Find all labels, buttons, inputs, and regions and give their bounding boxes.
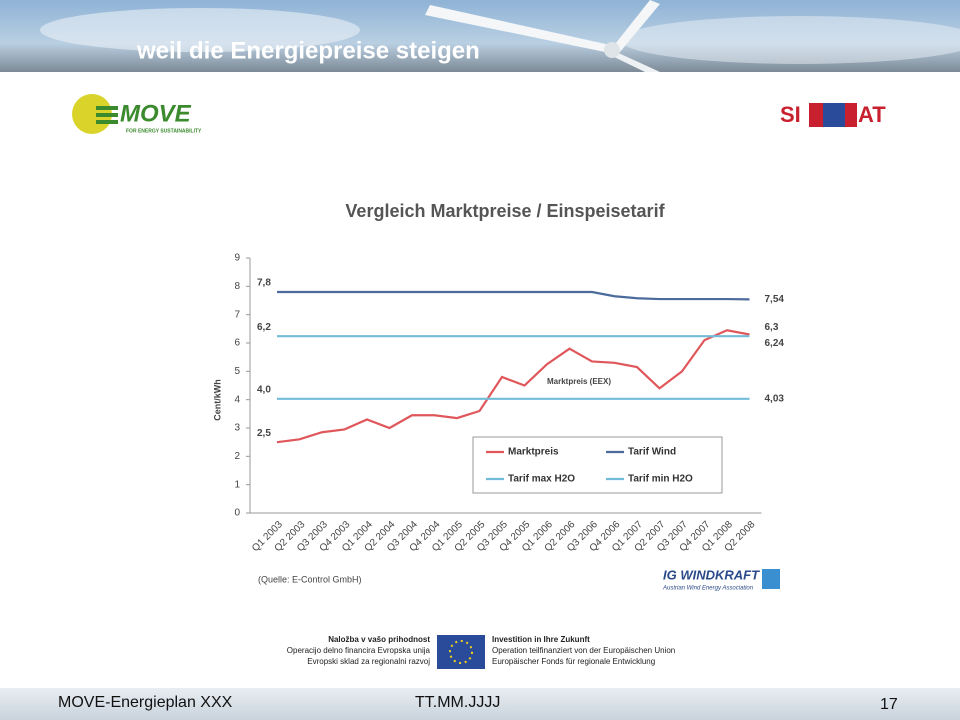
y-axis-label: Cent/kWh — [212, 379, 222, 421]
chart-title: Vergleich Marktpreise / Einspeisetarif — [345, 201, 665, 221]
funding-text: Investition in Ihre Zukunft — [492, 635, 590, 644]
y-tick-label: 1 — [234, 479, 240, 490]
data-label: 2,5 — [257, 428, 271, 439]
series-line — [276, 329, 750, 444]
y-tick-label: 5 — [234, 366, 240, 377]
cloud — [40, 8, 360, 52]
y-tick-label: 8 — [234, 281, 240, 292]
logo-siat-left: SI — [780, 102, 801, 127]
logo-stripe — [96, 106, 118, 110]
logo-siat-bar — [809, 103, 823, 127]
y-tick-label: 0 — [234, 508, 240, 519]
footer-band — [0, 688, 960, 720]
logo-ig-tagline: Austrian Wind Energy Association — [662, 586, 754, 592]
cloud — [620, 16, 960, 64]
funding-text: Operation teilfinanziert von der Europäi… — [492, 646, 675, 655]
y-tick-label: 2 — [234, 451, 240, 462]
logo-move-tagline: FOR ENERGY SUSTAINABILITY — [126, 128, 202, 134]
legend-label: Tarif min H2O — [628, 474, 693, 485]
logo-siat-bar — [845, 103, 857, 127]
y-tick-label: 7 — [234, 309, 240, 320]
funding-text: Operacijo delno financira Evropska unija — [287, 646, 431, 655]
data-label: 6,2 — [257, 322, 271, 333]
page-number: 17 — [880, 696, 898, 713]
turbine-blade — [612, 0, 660, 52]
legend-box — [472, 436, 723, 494]
funding-text: Europäischer Fonds für regionale Entwick… — [492, 657, 655, 666]
turbine-blade — [425, 5, 610, 52]
source: (Quelle: E-Control GmbH) — [258, 574, 362, 584]
turbine-hub — [604, 42, 620, 58]
data-label: 7,54 — [765, 294, 785, 305]
data-label: 7,8 — [257, 278, 271, 289]
logo-siat-eu — [823, 103, 845, 127]
annotation: Marktpreis (EEX) — [547, 377, 611, 386]
footer-center: TT.MM.JJJJ — [415, 694, 500, 711]
logo-stripe — [96, 113, 118, 117]
funding-text: Evropski sklad za regionalni razvoj — [307, 657, 430, 666]
funding-text: Naložba v vašo prihodnost — [328, 635, 430, 644]
turbine-blade — [608, 50, 660, 72]
data-label: 6,24 — [765, 338, 785, 349]
y-tick-label: 9 — [234, 253, 240, 264]
data-label: 6,3 — [765, 322, 779, 333]
legend-label: Tarif max H2O — [508, 474, 575, 485]
logo-stripe — [96, 120, 118, 124]
logo-ig-icon — [762, 569, 780, 589]
data-label: 4,03 — [765, 393, 785, 404]
logo-ig-windkraft: IG WINDKRAFT — [663, 567, 760, 582]
logo-siat-right: AT — [858, 102, 886, 127]
data-label: 4,0 — [257, 384, 271, 395]
legend-label: Tarif Wind — [628, 447, 676, 458]
footer-left: MOVE-Energieplan XXX — [58, 694, 233, 711]
series-line — [277, 290, 750, 301]
eu-stars — [449, 640, 473, 664]
slide-title: weil die Energiepreise steigen — [136, 37, 480, 64]
logo-move: MOVE — [120, 100, 192, 127]
y-tick-label: 6 — [234, 338, 240, 349]
legend-label: Marktpreis — [508, 447, 559, 458]
y-tick-label: 3 — [234, 423, 240, 434]
y-tick-label: 4 — [234, 394, 240, 405]
